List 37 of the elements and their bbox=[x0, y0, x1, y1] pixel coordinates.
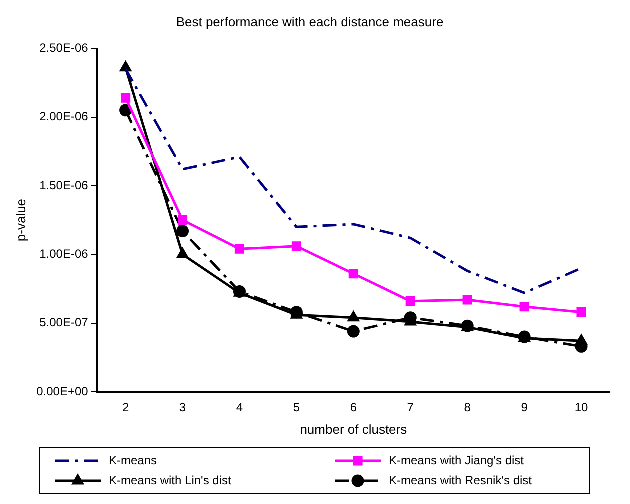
point bbox=[406, 296, 416, 306]
y-tick-label: 0.00E+00 bbox=[36, 384, 89, 398]
x-tick-label: 4 bbox=[236, 400, 244, 415]
point bbox=[348, 312, 360, 322]
y-tick-label: 2.00E-06 bbox=[40, 110, 89, 124]
point bbox=[576, 308, 586, 318]
y-tick-label: 2.50E-06 bbox=[40, 40, 89, 55]
x-tick-label: 7 bbox=[407, 400, 414, 415]
y-tick-label: 1.50E-06 bbox=[40, 178, 89, 192]
legend-label: K-means with Resnik's dist bbox=[389, 473, 533, 488]
point bbox=[178, 216, 188, 226]
point bbox=[462, 295, 472, 305]
y-tick-label: 5.00E-07 bbox=[40, 316, 89, 330]
point bbox=[348, 269, 358, 279]
y-axis-title: p-value bbox=[13, 198, 28, 242]
y-tick-label: 1.00E-06 bbox=[40, 246, 89, 261]
point bbox=[292, 242, 302, 252]
legend-label: K-means bbox=[109, 453, 158, 468]
point bbox=[347, 325, 360, 338]
point bbox=[576, 334, 588, 345]
point bbox=[176, 225, 190, 238]
point bbox=[234, 244, 245, 254]
x-tick-label: 5 bbox=[293, 400, 300, 415]
point bbox=[120, 104, 132, 117]
x-tick-label: 9 bbox=[521, 400, 528, 415]
x-tick-label: 6 bbox=[350, 400, 358, 415]
x-tick-label: 3 bbox=[179, 400, 186, 415]
point bbox=[121, 93, 131, 103]
point bbox=[520, 302, 530, 312]
x-tick-label: 2 bbox=[122, 400, 130, 415]
chart-title: Best performance with each distance measure bbox=[176, 14, 444, 30]
x-axis-title: number of clusters bbox=[300, 422, 408, 437]
x-tick-label: 8 bbox=[464, 400, 472, 415]
point bbox=[177, 248, 188, 258]
legend-label: K-means with Jiang's dist bbox=[389, 453, 525, 468]
legend-label: K-means with Lin's dist bbox=[109, 473, 232, 488]
x-tick-label: 10 bbox=[574, 400, 589, 415]
